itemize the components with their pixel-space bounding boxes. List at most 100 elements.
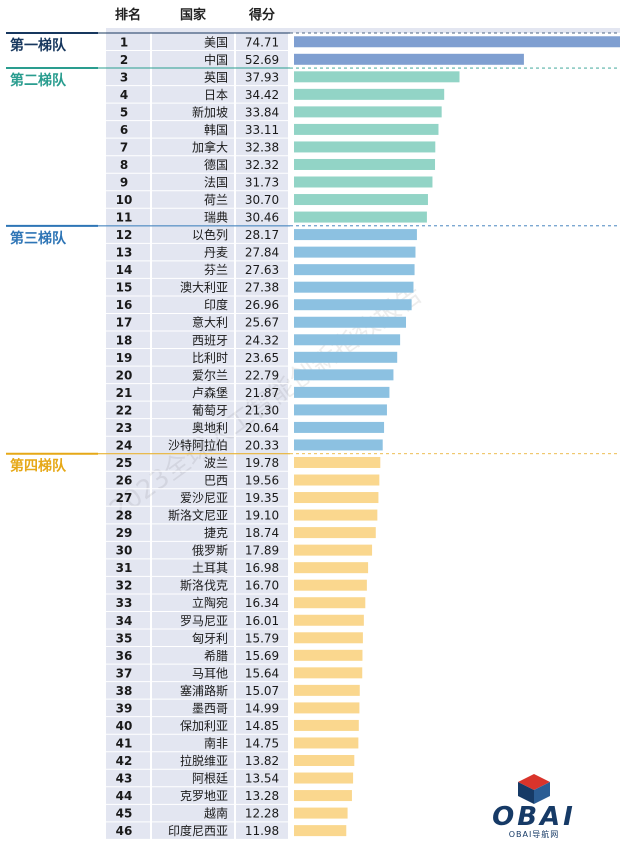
rank-label: 28 [116, 509, 133, 523]
score-label: 15.69 [245, 649, 279, 663]
bar [294, 351, 398, 363]
score-label: 14.99 [245, 701, 279, 715]
rank-label: 45 [116, 807, 133, 821]
score-label: 20.33 [245, 438, 279, 452]
rank-label: 3 [120, 70, 128, 84]
score-label: 21.30 [245, 403, 279, 417]
bar [294, 544, 373, 556]
score-label: 74.71 [245, 35, 279, 49]
country-label: 新加坡 [192, 104, 228, 119]
score-label: 31.73 [245, 176, 279, 190]
country-label: 克罗地亚 [180, 789, 228, 803]
bar [294, 825, 347, 837]
country-label: 马耳他 [192, 666, 228, 680]
country-label: 捷克 [204, 526, 228, 540]
tier-label: 第一梯队 [10, 37, 67, 54]
country-label: 日本 [204, 88, 228, 102]
rank-label: 13 [116, 246, 133, 260]
score-label: 52.69 [245, 53, 279, 67]
rank-label: 27 [116, 491, 133, 505]
rank-label: 10 [116, 193, 133, 207]
score-label: 32.32 [245, 158, 279, 172]
bar [294, 229, 417, 241]
bar [294, 281, 414, 293]
rank-label: 21 [116, 386, 133, 400]
bar [294, 614, 364, 626]
rank-label: 36 [116, 649, 133, 663]
bar [294, 194, 428, 206]
country-label: 西班牙 [192, 333, 228, 347]
rank-label: 12 [116, 228, 133, 242]
country-label: 希腊 [204, 648, 228, 663]
bar [294, 737, 359, 749]
score-label: 30.70 [245, 193, 279, 207]
country-label: 瑞典 [204, 211, 228, 225]
country-label: 澳大利亚 [180, 281, 228, 295]
score-label: 33.84 [245, 105, 279, 119]
bar [294, 509, 378, 521]
score-label: 34.42 [245, 88, 279, 102]
bar [294, 141, 436, 153]
rank-label: 43 [116, 772, 133, 786]
country-label: 波兰 [204, 456, 228, 470]
header-country: 国家 [180, 7, 207, 23]
score-label: 20.64 [245, 421, 279, 435]
rank-label: 41 [116, 736, 133, 750]
score-label: 13.28 [245, 789, 279, 803]
country-label: 芬兰 [204, 263, 228, 277]
rank-label: 14 [116, 263, 133, 277]
score-label: 19.10 [245, 509, 279, 523]
country-label: 沙特阿拉伯 [168, 437, 228, 452]
score-label: 12.28 [245, 807, 279, 821]
bar [294, 369, 394, 381]
header-rank: 排名 [115, 7, 141, 23]
bar [294, 36, 620, 48]
header-score: 得分 [248, 7, 275, 23]
rank-label: 30 [116, 544, 133, 558]
rank-label: 37 [116, 666, 133, 680]
bar [294, 754, 355, 766]
rank-label: 8 [120, 158, 128, 172]
bar [294, 492, 379, 504]
country-label: 墨西哥 [192, 701, 228, 715]
country-label: 阿根廷 [192, 772, 228, 786]
country-label: 斯洛文尼亚 [168, 508, 228, 523]
rank-label: 18 [116, 333, 133, 347]
rank-label: 26 [116, 474, 133, 488]
rank-label: 17 [116, 316, 133, 330]
cube-logo-icon [518, 774, 550, 804]
rank-label: 20 [116, 368, 133, 382]
country-label: 葡萄牙 [192, 403, 228, 417]
rank-label: 35 [116, 631, 133, 645]
score-label: 25.67 [245, 316, 279, 330]
score-label: 13.54 [245, 772, 279, 786]
bar [294, 439, 383, 451]
country-label: 德国 [204, 157, 228, 172]
rank-label: 23 [116, 421, 133, 435]
country-label: 加拿大 [192, 139, 228, 154]
bar [294, 334, 401, 346]
country-label: 英国 [204, 70, 228, 84]
country-label: 爱沙尼亚 [180, 491, 228, 505]
tier-label: 第三梯队 [10, 230, 67, 247]
score-label: 28.17 [245, 228, 279, 242]
rank-label: 25 [116, 456, 133, 470]
score-label: 16.70 [245, 579, 279, 593]
country-label: 爱尔兰 [192, 367, 228, 382]
country-label: 塞浦路斯 [180, 683, 228, 698]
bar [294, 772, 354, 784]
score-label: 27.63 [245, 263, 279, 277]
bar [294, 106, 442, 118]
rank-label: 39 [116, 701, 133, 715]
country-label: 俄罗斯 [192, 544, 228, 558]
rank-label: 2 [120, 53, 128, 67]
bar [294, 53, 524, 65]
country-label: 卢森堡 [192, 385, 228, 400]
bar [294, 719, 359, 731]
score-label: 19.78 [245, 456, 279, 470]
bar [294, 421, 385, 433]
score-label: 27.84 [245, 246, 279, 260]
country-label: 巴西 [204, 474, 228, 488]
country-label: 荷兰 [204, 193, 228, 207]
